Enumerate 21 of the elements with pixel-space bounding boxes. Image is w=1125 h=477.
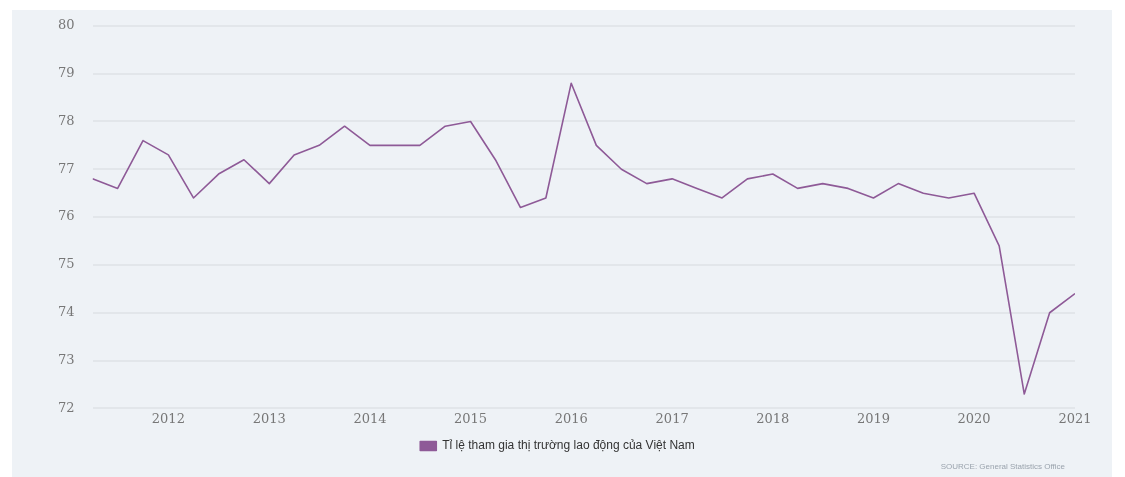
y-tick-label: 73 — [58, 351, 75, 367]
x-tick-label: 2019 — [856, 410, 890, 426]
source-note: SOURCE: General Statistics Office — [940, 462, 1065, 471]
y-tick-label: 80 — [58, 17, 75, 33]
y-tick-label: 74 — [58, 304, 75, 320]
y-tick-label: 72 — [58, 399, 75, 415]
x-tick-label: 2013 — [252, 410, 286, 426]
x-tick-label: 2020 — [957, 410, 991, 426]
x-tick-label: 2014 — [353, 410, 387, 426]
x-tick-label: 2017 — [655, 410, 689, 426]
y-tick-label: 78 — [58, 112, 75, 128]
y-tick-label: 77 — [58, 160, 75, 176]
y-tick-label: 79 — [58, 65, 75, 80]
x-tick-label: 2016 — [554, 410, 588, 426]
x-tick-label: 2015 — [454, 410, 488, 426]
legend-label: Tỉ lệ tham gia thị trường lao động của Việt Nam — [442, 438, 695, 453]
y-tick-label: 75 — [58, 256, 75, 272]
x-tick-label: 2021 — [1058, 410, 1092, 426]
y-tick-label: 76 — [58, 208, 75, 224]
x-tick-label: 2018 — [756, 410, 790, 426]
x-tick-label: 2012 — [151, 410, 185, 426]
